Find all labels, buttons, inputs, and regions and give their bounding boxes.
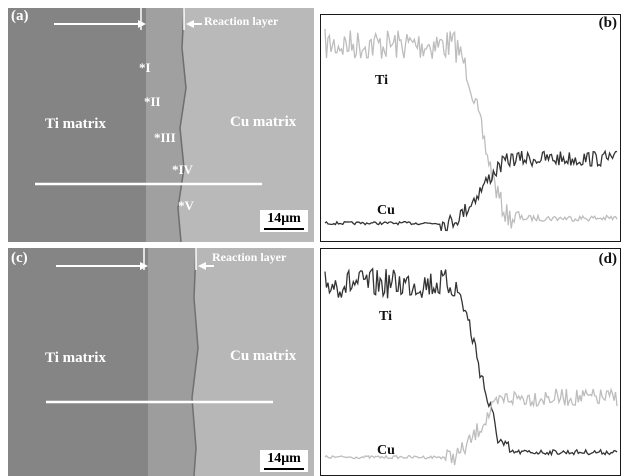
point-II: *II [144, 94, 161, 109]
cu-matrix-region [192, 248, 314, 476]
panel-label-c: (c) [11, 250, 28, 266]
sem-image-a: (a) Reaction layer Ti matrix Cu matrix *… [8, 8, 314, 242]
scale-bar-a-label: 14μm [267, 211, 301, 226]
panel-label-d: (d) [598, 251, 617, 267]
cu-series-label-b: Cu [377, 203, 395, 218]
scale-bar-c-label: 14μm [267, 451, 301, 466]
arrow-left-head [198, 262, 206, 270]
linescan-plot-b: (b) Ti Cu [320, 14, 621, 242]
cu-matrix-label-a: Cu matrix [230, 114, 297, 130]
cu-matrix-label-c: Cu matrix [230, 348, 297, 364]
arrow-left-head [186, 20, 194, 28]
cu-line-d [324, 387, 618, 466]
arrow-right-head [138, 20, 146, 28]
scale-bar-c: 14μm [260, 450, 308, 472]
sem-image-a-graphic [8, 8, 314, 242]
ti-line-d [324, 267, 618, 457]
interface-line [191, 248, 199, 476]
cu-line-b [324, 149, 618, 232]
point-III: *III [154, 130, 176, 145]
reaction-layer-region [148, 248, 198, 476]
sem-image-c-graphic [8, 248, 314, 476]
point-IV: *IV [172, 162, 193, 177]
panel-label-a: (a) [11, 8, 29, 24]
point-I: *I [139, 60, 151, 75]
cu-series-label-d: Cu [377, 443, 395, 458]
linescan-plot-d: (d) Ti Cu [320, 248, 621, 476]
ti-matrix-label-a: Ti matrix [45, 116, 106, 132]
interface-line [177, 8, 187, 242]
sem-image-c: (c) Reaction layer Ti matrix Cu matrix 1… [8, 248, 314, 476]
ti-line-b [324, 28, 618, 229]
reaction-layer-label-c: Reaction layer [212, 250, 287, 264]
ti-matrix-label-c: Ti matrix [45, 350, 106, 366]
scale-bar-c-line [264, 468, 304, 470]
linescan-plot-b-graphic [324, 28, 618, 232]
ti-series-label-d: Ti [379, 309, 392, 324]
linescan-plot-d-graphic [324, 267, 618, 466]
scale-bar-a: 14μm [260, 210, 308, 232]
scale-bar-a-line [264, 228, 304, 230]
panel-label-b: (b) [598, 15, 617, 31]
ti-series-label-b: Ti [375, 73, 388, 88]
ti-matrix-region [8, 8, 146, 242]
ti-matrix-region [8, 248, 148, 476]
reaction-layer-label-a: Reaction layer [204, 14, 279, 28]
arrow-right-head [140, 262, 148, 270]
point-V: *V [178, 198, 194, 213]
